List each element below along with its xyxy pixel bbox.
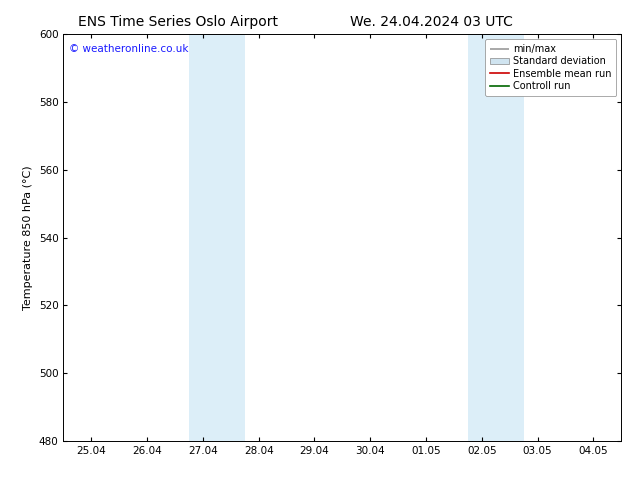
Y-axis label: Temperature 850 hPa (°C): Temperature 850 hPa (°C) xyxy=(23,165,33,310)
Legend: min/max, Standard deviation, Ensemble mean run, Controll run: min/max, Standard deviation, Ensemble me… xyxy=(485,39,616,96)
Text: We. 24.04.2024 03 UTC: We. 24.04.2024 03 UTC xyxy=(350,15,512,29)
Bar xyxy=(189,34,217,441)
Bar xyxy=(496,34,524,441)
Text: ENS Time Series Oslo Airport: ENS Time Series Oslo Airport xyxy=(77,15,278,29)
Bar xyxy=(468,34,496,441)
Bar xyxy=(217,34,245,441)
Text: © weatheronline.co.uk: © weatheronline.co.uk xyxy=(69,45,188,54)
